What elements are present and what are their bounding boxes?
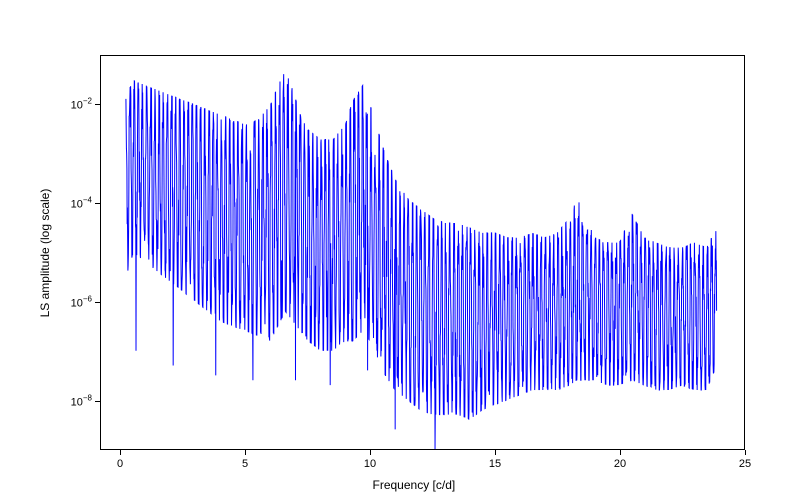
xtick-mark [495, 450, 496, 455]
xtick-label: 0 [117, 458, 123, 470]
ytick-mark [95, 104, 100, 105]
ytick-mark [95, 401, 100, 402]
ytick-label: 10−8 [71, 393, 92, 408]
xtick-label: 15 [489, 458, 501, 470]
ytick-label: 10−6 [71, 295, 92, 310]
y-axis-label: LS amplitude (log scale) [38, 173, 52, 333]
spectrum-line [101, 56, 744, 449]
ytick-label: 10−4 [71, 196, 92, 211]
plot-area [100, 55, 745, 450]
xtick-label: 5 [242, 458, 248, 470]
ytick-label: 10−2 [71, 97, 92, 112]
xtick-label: 25 [739, 458, 751, 470]
xtick-mark [620, 450, 621, 455]
xtick-label: 20 [614, 458, 626, 470]
figure: LS amplitude (log scale) Frequency [c/d]… [0, 0, 800, 500]
xtick-mark [370, 450, 371, 455]
xtick-mark [745, 450, 746, 455]
xtick-mark [245, 450, 246, 455]
ytick-mark [95, 302, 100, 303]
xtick-mark [120, 450, 121, 455]
spectrum-path [126, 74, 717, 449]
x-axis-label: Frequency [c/d] [373, 478, 456, 492]
ytick-mark [95, 203, 100, 204]
xtick-label: 10 [364, 458, 376, 470]
